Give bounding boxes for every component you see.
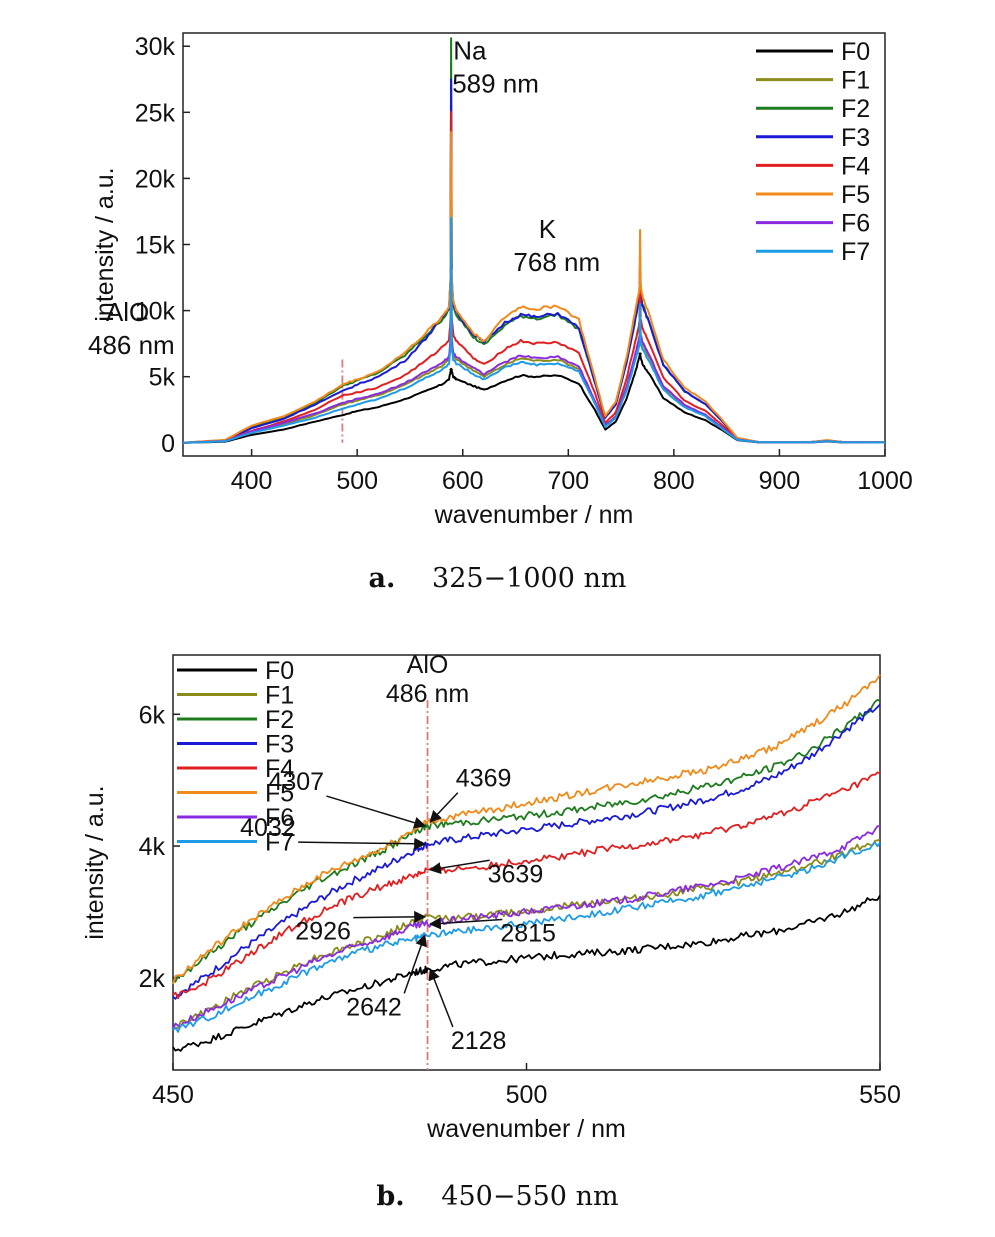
legend-label-f1: F1 bbox=[265, 682, 294, 710]
value-annotation-arrow bbox=[353, 910, 427, 923]
x-tick-label: 600 bbox=[442, 467, 484, 495]
chart-a-annotation: AlO bbox=[106, 297, 149, 327]
series-line-f5 bbox=[172, 674, 881, 985]
value-annotation: 3639 bbox=[488, 860, 544, 888]
y-tick-label: 2k bbox=[139, 965, 166, 993]
y-tick-label: 20k bbox=[135, 165, 176, 193]
series-line-f2 bbox=[182, 37, 886, 444]
series-line-f5 bbox=[182, 131, 886, 444]
value-annotation-arrow bbox=[326, 795, 427, 829]
series-line-f0 bbox=[172, 894, 881, 1052]
legend-label-f6: F6 bbox=[841, 210, 870, 238]
value-annotation: 4369 bbox=[456, 765, 512, 793]
legend-label-f7: F7 bbox=[265, 829, 294, 857]
caption-b-label: b. bbox=[376, 1181, 405, 1212]
legend-label-f3: F3 bbox=[841, 124, 870, 152]
x-tick-label: 400 bbox=[231, 467, 273, 495]
chart-a-annotation: Na bbox=[453, 35, 487, 65]
value-annotation: 2128 bbox=[451, 1027, 507, 1055]
caption-a: a. 325−1000 nm bbox=[0, 563, 995, 594]
legend-label-f0: F0 bbox=[841, 38, 870, 66]
legend-label-f6: F6 bbox=[265, 804, 294, 832]
series-line-f4 bbox=[172, 771, 881, 1000]
x-tick-label: 700 bbox=[547, 467, 589, 495]
series-line-f4 bbox=[182, 111, 886, 444]
caption-a-label: a. bbox=[368, 563, 396, 594]
series-line-f3 bbox=[182, 78, 886, 444]
legend-label-f0: F0 bbox=[265, 657, 294, 685]
value-annotation-arrow bbox=[298, 837, 427, 850]
value-annotation: 2815 bbox=[500, 920, 556, 948]
x-tick-label: 450 bbox=[152, 1081, 194, 1109]
series-line-f7 bbox=[172, 841, 881, 1033]
caption-b-text: 450−550 nm bbox=[441, 1181, 619, 1212]
value-annotation: 4307 bbox=[268, 768, 324, 796]
value-annotation-arrow bbox=[429, 792, 459, 823]
series-line-f0 bbox=[182, 352, 885, 444]
x-tick-label: 550 bbox=[859, 1081, 901, 1109]
legend-label-f3: F3 bbox=[265, 731, 294, 759]
y-tick-label: 5k bbox=[149, 364, 176, 392]
legend-label-f7: F7 bbox=[841, 238, 870, 266]
legend-label-f2: F2 bbox=[265, 706, 294, 734]
chart-a: 400 500 600 700 800 900 1000 0 5k 10k 15k 20k 25k 30k… bbox=[88, 32, 913, 529]
alo-marker-label: 486 nm bbox=[386, 680, 469, 708]
legend-label-f1: F1 bbox=[841, 67, 870, 95]
series-line-f6 bbox=[172, 825, 881, 1029]
legend-label-f5: F5 bbox=[265, 780, 294, 808]
value-annotation-arrow bbox=[428, 917, 503, 930]
chart-b: 450 500 550 2k 4k 6k wavenumber / nm intensity … bbox=[81, 651, 901, 1143]
caption-b: b. 450−550 nm bbox=[0, 1181, 995, 1212]
legend-label-f5: F5 bbox=[841, 181, 870, 209]
series-line-f3 bbox=[172, 703, 881, 1000]
x-axis-label: wavenumber / nm bbox=[434, 501, 634, 529]
x-tick-label: 900 bbox=[759, 467, 801, 495]
value-annotation-arrow bbox=[403, 934, 427, 994]
legend-label-f4: F4 bbox=[841, 152, 870, 180]
y-tick-label: 6k bbox=[139, 701, 166, 729]
value-annotation: 2926 bbox=[295, 918, 351, 946]
chart-a-annotation: 768 nm bbox=[513, 247, 600, 277]
x-tick-label: 500 bbox=[506, 1081, 548, 1109]
value-annotation-arrow bbox=[428, 967, 454, 1028]
x-axis-label: wavenumber / nm bbox=[426, 1115, 626, 1143]
y-tick-label: 30k bbox=[135, 33, 176, 61]
caption-a-text: 325−1000 nm bbox=[432, 563, 627, 594]
x-tick-label: 800 bbox=[653, 467, 695, 495]
chart-a-annotation: 589 nm bbox=[452, 68, 539, 98]
x-tick-label: 500 bbox=[336, 467, 378, 495]
y-tick-label: 25k bbox=[135, 99, 176, 127]
y-tick-label: 15k bbox=[135, 232, 176, 260]
series-line-f7 bbox=[182, 217, 885, 444]
chart-a-annotation: 486 nm bbox=[88, 330, 175, 360]
alo-marker-label: AlO bbox=[407, 651, 449, 679]
y-tick-label: 0 bbox=[161, 430, 175, 458]
y-axis-label: intensity / a.u. bbox=[91, 167, 119, 321]
value-annotation: 4032 bbox=[240, 814, 296, 842]
y-tick-label: 4k bbox=[139, 833, 166, 861]
value-annotation: 2642 bbox=[346, 993, 402, 1021]
series-line-f2 bbox=[172, 698, 881, 983]
y-tick-label: 10k bbox=[135, 298, 176, 326]
legend-label-f2: F2 bbox=[841, 95, 870, 123]
x-tick-label: 1000 bbox=[857, 467, 913, 495]
value-annotation-arrow bbox=[428, 859, 490, 875]
y-axis-label: intensity / a.u. bbox=[81, 785, 109, 939]
legend-label-f4: F4 bbox=[265, 755, 294, 783]
chart-a-annotation: K bbox=[539, 214, 557, 244]
